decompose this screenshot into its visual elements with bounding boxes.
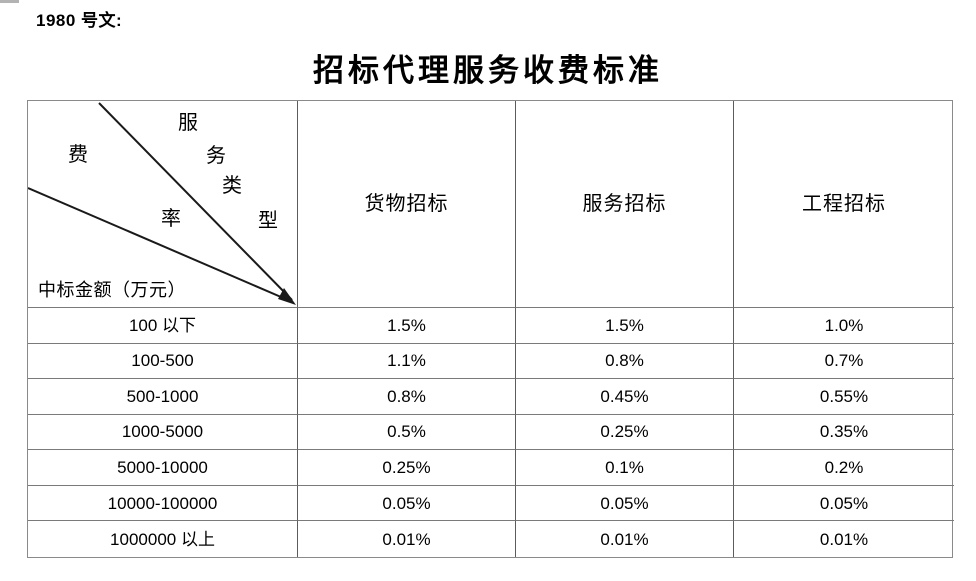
fee-value: 1.5% — [516, 308, 734, 344]
fee-value: 0.7% — [734, 344, 954, 380]
fee-value: 0.25% — [516, 414, 734, 451]
row-label: 100-500 — [28, 343, 298, 380]
page-edge-mark — [0, 0, 19, 3]
fee-value: 1.1% — [298, 343, 516, 380]
fee-value: 0.01% — [298, 521, 516, 557]
bid-amount-label: 中标金额（万元） — [38, 280, 186, 300]
fee-value: 0.35% — [734, 415, 954, 451]
fee-value: 0.45% — [516, 379, 734, 415]
row-label: 1000-5000 — [28, 414, 298, 451]
diagonal-lines-icon — [28, 102, 296, 305]
fee-value: 0.01% — [819, 529, 869, 549]
row-label: 1000000 以上 — [28, 521, 298, 557]
row-label: 500-1000 — [28, 379, 298, 415]
fee-value: 0.8% — [516, 343, 734, 380]
fee-value: 1.5% — [298, 308, 516, 344]
arrowhead-icon — [278, 288, 296, 305]
service-type-char-1: 服 — [178, 112, 198, 134]
fee-value: 0.01% — [516, 521, 734, 557]
diagonal-header-cell: 费 率 服 务 类 型 中标金额（万元） — [28, 101, 298, 308]
row-label: 5000-10000 — [28, 450, 298, 486]
fee-standard-table: 费 率 服 务 类 型 中标金额（万元） 货物招标 服务招标 工程招标 100 … — [27, 100, 954, 558]
document-reference: 1980 号文: — [36, 11, 123, 30]
fee-rate-char-2: 率 — [161, 208, 181, 230]
fee-rate-char-1: 费 — [68, 144, 88, 166]
fee-value: 0.05% — [734, 486, 954, 522]
service-type-char-4: 型 — [258, 210, 278, 232]
fee-value: 0.2% — [734, 450, 954, 486]
fee-value: 0.05% — [298, 485, 516, 522]
service-type-char-2: 务 — [206, 145, 226, 167]
page-title: 招标代理服务收费标准 — [313, 53, 663, 88]
service-type-char-3: 类 — [222, 175, 242, 197]
column-header-engineering: 工程招标 — [734, 101, 954, 308]
fee-value: 0.5% — [298, 414, 516, 451]
fee-value: 0.55% — [734, 379, 954, 415]
fee-value: 0.8% — [298, 379, 516, 415]
row-label: 10000-100000 — [28, 485, 298, 522]
fee-value: 0.25% — [298, 450, 516, 486]
column-header-service: 服务招标 — [516, 101, 734, 308]
row-label: 100 以下 — [28, 308, 298, 344]
fee-value: 1.0% — [734, 308, 954, 344]
fee-value: 0.05% — [516, 485, 734, 522]
column-header-goods: 货物招标 — [298, 101, 516, 308]
fee-value: 0.1% — [516, 450, 734, 486]
